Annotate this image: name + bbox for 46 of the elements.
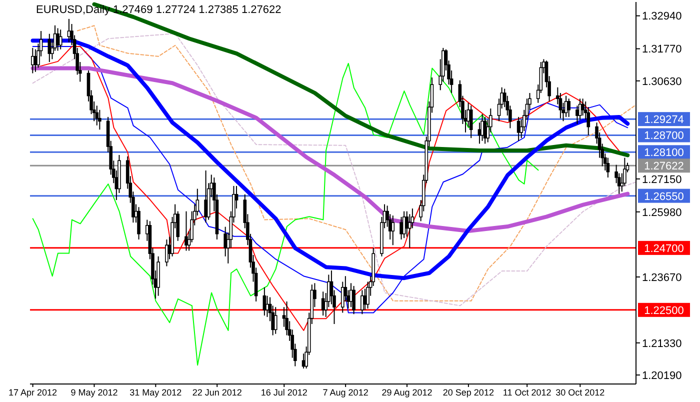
ref-line-label: 1.28100 [644, 147, 684, 160]
x-tick-label: 29 Aug 2012 [382, 387, 432, 398]
candlestick [567, 98, 570, 118]
candlestick [352, 285, 356, 315]
x-tick-label: 22 Jun 2012 [192, 387, 242, 398]
ref-line-label: 1.24700 [644, 242, 684, 255]
x-tick-label: 30 Oct 2012 [556, 387, 605, 398]
y-tick-label: 1.30630 [642, 76, 682, 88]
line-series [32, 62, 539, 366]
candlestick [95, 105, 99, 126]
y-tick-label: 1.20190 [642, 370, 682, 382]
candlestick [165, 238, 168, 267]
ref-line-label: 1.26550 [644, 190, 684, 203]
chart-title: EURUSD,Daily 1.27469 1.27724 1.27385 1.27622 [36, 4, 282, 16]
candlestick [274, 306, 278, 334]
x-tick-label: 11 Oct 2012 [502, 387, 552, 398]
candlestick [581, 98, 584, 116]
y-tick-label: 1.32940 [642, 10, 682, 23]
candlestick [360, 290, 364, 315]
x-tick-label: 17 Apr 2012 [8, 387, 58, 398]
x-tick-label: 9 May 2012 [70, 387, 118, 398]
ref-line-label: 1.27622 [644, 160, 684, 173]
candlestick [576, 105, 579, 124]
y-tick-label: 1.31770 [642, 44, 682, 56]
candlestick [58, 29, 62, 50]
candlestick [469, 105, 473, 139]
x-tick-label: 20 Sep 2012 [442, 387, 494, 398]
x-tick-label: 7 Aug 2012 [322, 387, 368, 398]
line-series [30, 66, 630, 234]
ref-line-label: 1.28700 [644, 130, 684, 142]
ref-line-label: 1.29274 [644, 114, 684, 126]
candlestick [391, 215, 395, 246]
y-tick-label: 1.21330 [642, 338, 682, 350]
y-tick-label: 1.25980 [642, 206, 682, 219]
candlestick [98, 109, 102, 130]
x-tick-label: 16 Jul 2012 [260, 387, 308, 398]
y-tick-label: 1.27150 [642, 174, 682, 186]
ref-line-label: 1.22500 [644, 304, 684, 317]
candlestick [137, 206, 140, 240]
candlestick [184, 210, 188, 252]
y-tick-label: 1.23670 [642, 272, 682, 284]
candlestick [30, 47, 34, 74]
candlestick [204, 170, 208, 224]
x-tick-label: 31 May 2012 [130, 387, 182, 398]
candlestick [56, 28, 60, 52]
candlestick [606, 157, 610, 178]
